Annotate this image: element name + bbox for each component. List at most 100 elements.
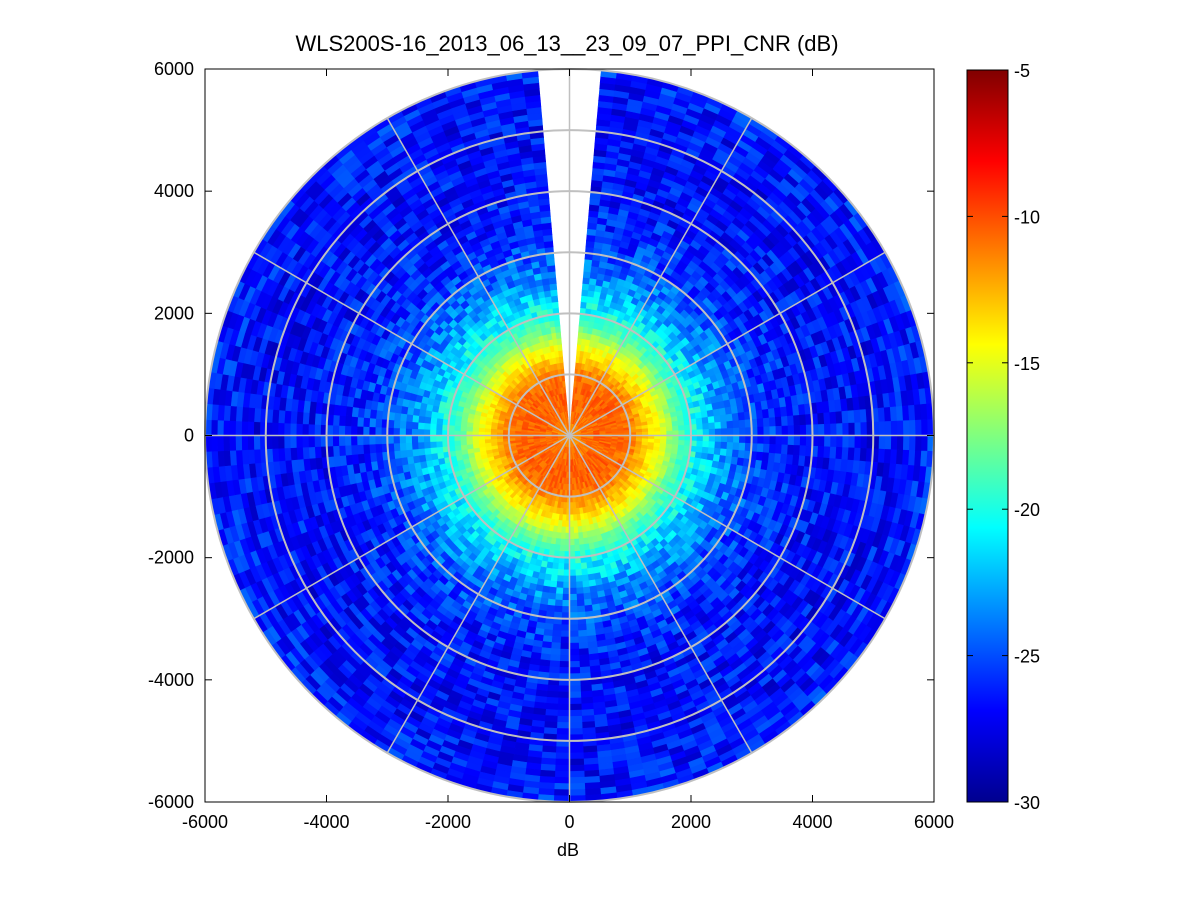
cnr-cell <box>374 435 382 445</box>
cnr-cell <box>569 599 578 607</box>
cnr-cell <box>733 435 740 444</box>
cnr-cell <box>569 636 579 644</box>
cnr-cell <box>762 443 771 454</box>
cnr-cell <box>573 538 580 546</box>
cnr-cell <box>411 421 419 430</box>
cnr-cell <box>696 423 704 431</box>
cnr-cell <box>478 438 486 444</box>
cnr-cell <box>556 337 562 346</box>
cnr-cell <box>780 444 789 456</box>
cnr-cell <box>775 425 783 436</box>
cnr-cell <box>423 428 431 436</box>
cnr-cell <box>490 438 498 443</box>
cnr-cell <box>554 593 563 601</box>
cnr-cell <box>423 447 432 455</box>
cnr-cell <box>459 425 467 432</box>
cnr-cell <box>768 417 777 428</box>
cnr-cell <box>582 586 591 595</box>
cnr-cell <box>738 419 746 429</box>
cnr-cell <box>739 427 747 436</box>
cnr-cell <box>576 605 586 613</box>
cnr-cell <box>453 425 461 432</box>
cnr-cell <box>547 270 557 279</box>
cnr-cell <box>405 448 414 458</box>
cnr-cell <box>763 435 771 445</box>
cnr-cell <box>763 426 771 436</box>
cnr-cell <box>574 569 583 577</box>
cnr-cell <box>719 414 728 423</box>
cnr-cell <box>678 439 686 446</box>
cnr-cell <box>554 319 561 327</box>
cnr-cell <box>695 417 703 425</box>
cnr-cell <box>701 416 710 425</box>
cnr-cell <box>563 569 570 577</box>
cnr-cell <box>672 425 680 432</box>
cnr-cell <box>550 574 558 582</box>
cnr-cell <box>393 442 401 452</box>
cnr-cell <box>583 264 593 273</box>
cnr-cell <box>435 435 443 442</box>
cnr-cell <box>775 435 783 446</box>
cnr-cell <box>581 574 589 582</box>
cnr-cell <box>572 520 578 528</box>
cnr-cell <box>417 421 425 430</box>
cnr-cell <box>356 435 364 446</box>
cnr-cell <box>362 443 371 454</box>
cnr-cell <box>738 442 746 452</box>
cnr-cell <box>569 575 577 583</box>
cnr-cell <box>548 586 557 595</box>
cnr-cell <box>578 544 585 552</box>
cnr-cell <box>569 648 580 656</box>
cnr-cell <box>575 587 584 595</box>
cnr-cell <box>726 427 734 436</box>
cnr-cell <box>423 435 431 443</box>
cnr-cell <box>582 592 592 601</box>
cnr-cell <box>575 575 583 583</box>
cnr-cell <box>707 416 716 424</box>
cnr-cell <box>576 599 585 607</box>
cnr-cell <box>558 349 563 358</box>
cnr-cell <box>399 420 407 429</box>
cnr-cell <box>417 435 425 443</box>
cnr-cell <box>417 415 426 424</box>
cnr-cell <box>368 443 377 454</box>
cnr-cell <box>569 642 580 650</box>
cnr-cell <box>484 438 492 444</box>
cnr-cell <box>581 283 590 291</box>
cnr-cell <box>702 422 710 430</box>
cnr-cell <box>582 270 592 279</box>
cnr-cell <box>769 426 777 436</box>
cnr-cell <box>559 642 570 650</box>
cnr-cell <box>578 538 585 546</box>
cnr-cell <box>356 416 365 427</box>
cnr-cell <box>460 444 468 451</box>
cnr-cell <box>577 629 588 638</box>
cnr-cell <box>554 599 563 607</box>
cnr-cell <box>555 581 564 589</box>
cnr-cell <box>423 422 431 430</box>
cnr-cell <box>756 418 765 428</box>
cnr-cell <box>769 435 777 445</box>
cnr-cell <box>399 427 406 436</box>
cnr-cell <box>556 575 564 583</box>
cnr-cell <box>781 425 789 436</box>
cnr-cell <box>768 443 777 454</box>
cnr-cell <box>678 425 686 432</box>
cnr-cell <box>559 362 565 370</box>
cnr-cell <box>577 635 588 644</box>
cnr-cell <box>581 289 589 297</box>
cnr-cell <box>551 629 562 638</box>
cnr-cell <box>399 435 406 444</box>
cnr-cell <box>557 562 565 571</box>
cnr-cell <box>465 439 474 445</box>
cnr-cell <box>555 331 562 339</box>
cnr-cell <box>725 448 734 458</box>
cnr-cell <box>580 295 589 303</box>
cnr-cell <box>781 435 789 446</box>
cnr-cell <box>653 427 661 433</box>
plot-area <box>204 68 935 803</box>
cnr-cell <box>368 417 377 428</box>
cnr-cell <box>575 581 584 589</box>
cnr-cell <box>429 441 437 449</box>
